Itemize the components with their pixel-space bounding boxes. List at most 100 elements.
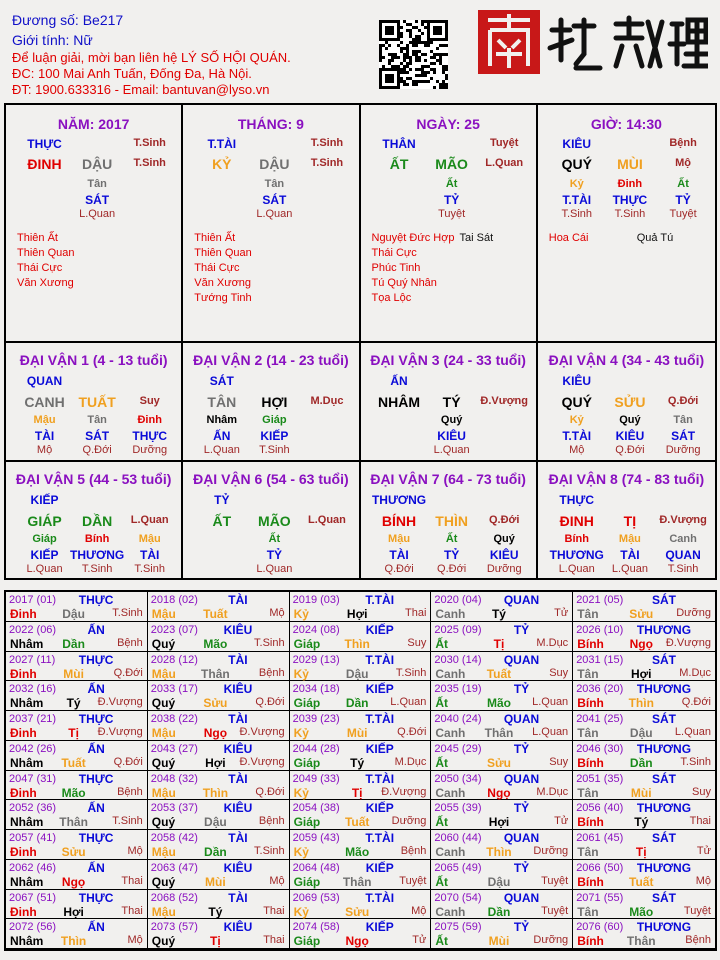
stars-list: Thiên Ất Thiên Quan Thái Cực Văn Xương Tướng…: [194, 231, 251, 306]
hidden-god: KIẾP: [30, 548, 59, 562]
year-stem: Đinh: [10, 666, 37, 681]
year-cell: 2038 (22) TÀI Mậu Ngọ Đ.Vượng: [147, 711, 290, 741]
star-item: Thái Cực: [371, 247, 417, 259]
pillar-stage: Mộ: [675, 157, 692, 169]
year-stage: T.Sinh: [254, 636, 285, 649]
year-stem: Mậu: [151, 785, 176, 800]
year-label: 2055 (39): [434, 802, 482, 815]
year-cell: 2070 (54) QUAN Canh Dần Tuyệt: [431, 889, 574, 920]
year-god: KIẾP: [365, 682, 394, 697]
dai-van-branch: SỬU: [614, 394, 646, 410]
year-god: TỶ: [513, 622, 530, 637]
year-cell: 2024 (08) KIẾP Giáp Thìn Suy: [289, 621, 432, 652]
year-label: 2035 (19): [434, 683, 482, 696]
year-branch: Mùi: [488, 934, 510, 949]
year-stem: Đinh: [10, 845, 37, 859]
year-branch: Tị: [635, 845, 647, 859]
year-god: TÀI: [228, 890, 248, 905]
year-label: 2071 (55): [576, 891, 624, 904]
year-label: 2026 (10): [576, 623, 624, 636]
hidden-stem: Nhâm: [206, 414, 238, 426]
year-label: 2067 (51): [9, 891, 57, 904]
year-stage: Mộ: [269, 874, 285, 887]
year-stage: Bệnh: [685, 934, 711, 947]
hidden-stem: Kỷ: [569, 178, 584, 190]
year-cell: 2051 (35) SÁT Tân Mùi Suy: [573, 771, 715, 801]
year-branch: Tị: [68, 726, 79, 740]
year-stem: Tân: [577, 726, 599, 740]
hidden-stem: Ất: [445, 533, 458, 545]
year-cell: 2058 (42) TÀI Mậu Dần T.Sinh: [147, 830, 290, 860]
hidden-stage: L.Quan: [611, 563, 648, 575]
year-branch: Thìn: [202, 785, 229, 800]
star-item: Thái Cực: [17, 262, 63, 274]
year-cell: 2042 (26) ẤN Nhâm Tuất Q.Đới: [6, 740, 148, 771]
year-cell: 2056 (40) THƯƠNG Bính Tý Thai: [573, 800, 715, 830]
year-branch: Mùi: [205, 874, 226, 889]
year-god: SÁT: [651, 831, 676, 845]
star-item: Hoa Cái: [548, 232, 589, 244]
year-stage: Dưỡng: [533, 934, 569, 947]
hidden-stage: L.Quan: [433, 444, 470, 456]
dai-van-stage: Q.Đới: [667, 395, 699, 407]
year-stem: Tân: [577, 845, 599, 859]
year-label: 2058 (42): [150, 832, 198, 844]
hidden-stem: Tân: [264, 178, 285, 190]
hidden-stem: Tân: [87, 414, 107, 426]
dai-van-branch: MÃO: [258, 513, 291, 529]
dai-van-title: ĐẠI VẬN 1 (4 - 13 tuổi): [19, 352, 168, 368]
year-branch: Dần: [204, 845, 227, 859]
year-stage: Đ.Vượng: [665, 636, 711, 649]
year-god: TỶ: [513, 920, 530, 935]
year-cell: 2050 (34) QUAN Canh Ngọ M.Dục: [431, 770, 574, 801]
year-god: THỰC: [78, 593, 114, 607]
year-stage: Bệnh: [117, 785, 143, 798]
year-cell: 2020 (04) QUAN Canh Tý Tử: [431, 592, 574, 622]
hidden-stage: L.Quan: [79, 208, 116, 220]
year-cell: 2068 (52) TÀI Mậu Tý Thai: [147, 889, 290, 920]
year-god: KIÊU: [223, 801, 253, 816]
year-branch: Tuất: [203, 607, 228, 621]
hidden-god: SÁT: [85, 429, 110, 443]
hidden-stem: Bính: [564, 533, 589, 545]
year-branch: Thìn: [60, 934, 87, 949]
year-stem: Nhâm: [10, 815, 44, 830]
year-cell: 2048 (32) TÀI Mậu Thìn Q.Đới: [147, 770, 290, 801]
year-stage: Dưỡng: [676, 607, 711, 619]
dai-van-stage: Q.Đới: [488, 514, 520, 526]
year-cell: 2069 (53) T.TÀI Kỷ Sửu Mộ: [289, 889, 432, 920]
year-branch: Dần: [629, 755, 653, 770]
year-stage: Thai: [263, 904, 285, 917]
dai-van-branch: TÝ: [442, 394, 461, 410]
hidden-god: TỶ: [443, 193, 460, 207]
year-cell: 2046 (30) THƯƠNG Bính Dần T.Sinh: [573, 741, 715, 771]
year-god: THỰC: [78, 652, 114, 667]
year-stage: Đ.Vượng: [97, 726, 143, 738]
pillar-0: NĂM: 2017 THỰC T.Sinh ĐINH DẬU T.Sinh Tân SÁT L.…: [6, 105, 184, 343]
dai-van-stem: NHÂM: [378, 394, 421, 410]
year-god: SÁT: [651, 771, 676, 786]
dai-van-god: SÁT: [209, 374, 234, 388]
year-label: 2066 (50): [576, 861, 624, 874]
year-stage: Thai: [689, 815, 711, 828]
hidden-stem: Mậu: [138, 533, 161, 545]
year-label: 2032 (16): [9, 683, 57, 696]
pillar-god: T.TÀI: [207, 137, 237, 151]
year-stem: Quý: [151, 874, 176, 889]
year-label: 2051 (35): [576, 772, 624, 785]
year-label: 2042 (26): [9, 742, 57, 755]
pillar-branch: MÙI: [617, 156, 643, 172]
year-god: QUAN: [503, 771, 540, 786]
year-god: TỶ: [513, 741, 530, 756]
dai-van-god: QUAN: [26, 374, 63, 388]
year-label: 2031 (15): [576, 653, 624, 666]
year-branch: Tị: [210, 934, 221, 949]
year-stage: Thai: [404, 607, 427, 619]
year-god: THỰC: [78, 771, 114, 786]
contact-line: Để luận giải, mời bạn liên hệ LÝ SỐ HỘI …: [12, 50, 291, 65]
year-stage: Thai: [121, 874, 143, 887]
year-branch: Tuất: [344, 815, 370, 830]
pillar-stem: ĐINH: [27, 156, 62, 172]
year-stem: Bính: [577, 815, 604, 830]
year-stem: Nhâm: [10, 874, 44, 889]
